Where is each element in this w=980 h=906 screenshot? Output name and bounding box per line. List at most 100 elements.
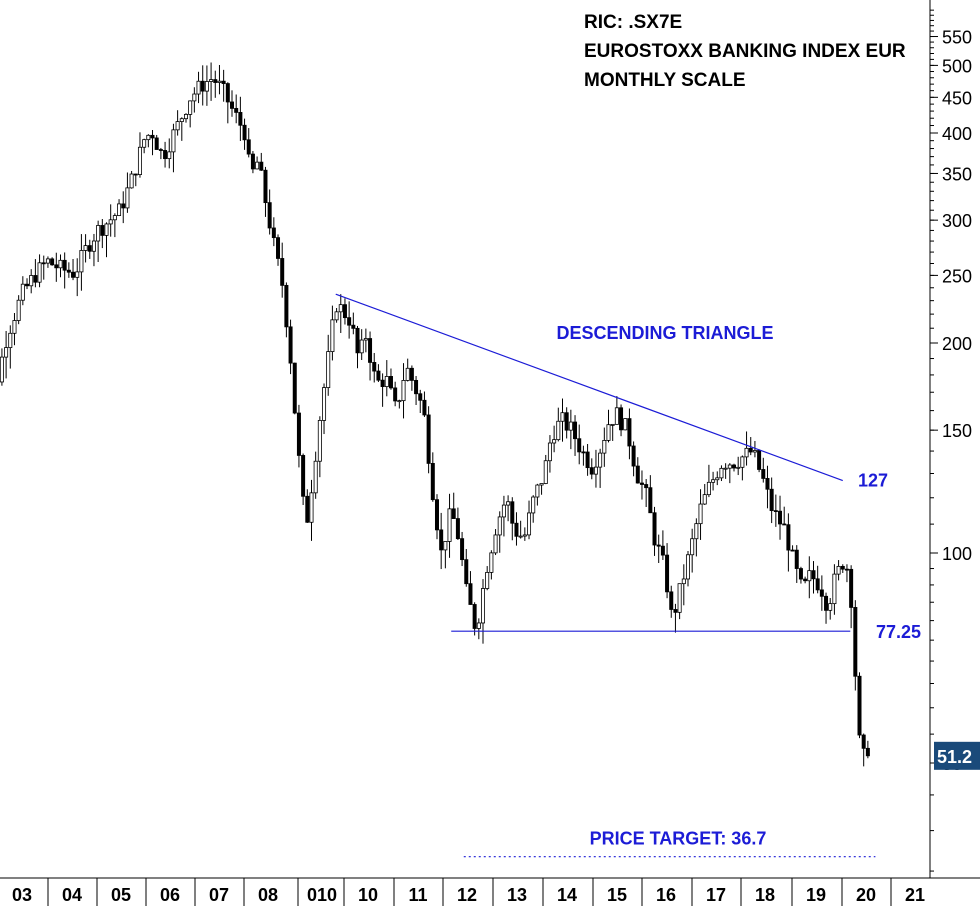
candle-down xyxy=(263,169,268,204)
candle-up xyxy=(401,380,406,402)
candle-up xyxy=(556,420,561,441)
candle-down xyxy=(669,591,674,610)
candle-down xyxy=(271,227,276,239)
candle-up xyxy=(593,466,598,475)
y-tick-label: 550 xyxy=(942,28,972,48)
candle-up xyxy=(96,225,101,242)
x-tick-label: 03 xyxy=(12,885,32,905)
candle-up xyxy=(204,81,209,92)
candle-up xyxy=(167,151,172,160)
candle-down xyxy=(100,225,105,236)
candle-down xyxy=(652,512,657,546)
title-line-3: MONTHLY SCALE xyxy=(584,70,746,91)
candle-up xyxy=(20,283,25,301)
candle-down xyxy=(631,445,636,467)
candle-up xyxy=(137,146,142,175)
candle-down xyxy=(656,544,661,547)
candle-up xyxy=(125,187,130,209)
candle-up xyxy=(539,483,544,486)
candle-down xyxy=(418,393,423,401)
candle-down xyxy=(246,139,251,155)
candle-up xyxy=(146,134,151,141)
candle-down xyxy=(769,488,774,512)
candle-up xyxy=(560,412,565,422)
candle-down xyxy=(644,484,649,489)
candle-down xyxy=(464,559,469,585)
candle-down xyxy=(790,549,795,552)
candle-down xyxy=(468,583,473,605)
candle-up xyxy=(384,376,389,388)
candle-down xyxy=(840,565,845,570)
candle-up xyxy=(447,508,452,542)
x-tick-label: 21 xyxy=(905,885,925,905)
x-tick-label: 12 xyxy=(457,885,477,905)
candle-down xyxy=(589,467,594,475)
candle-up xyxy=(614,407,619,425)
candle-down xyxy=(798,568,803,580)
candle-up xyxy=(744,447,749,458)
candle-down xyxy=(426,414,431,464)
candle-down xyxy=(757,450,762,470)
candle-down xyxy=(284,284,289,328)
candle-up xyxy=(83,245,88,251)
candle-down xyxy=(635,465,640,484)
candle-down xyxy=(455,518,460,540)
candle-up xyxy=(719,467,724,479)
candle-down xyxy=(368,338,373,363)
candle-down xyxy=(234,107,239,113)
candle-up xyxy=(79,250,84,273)
candle-up xyxy=(485,571,490,589)
candle-down xyxy=(765,478,770,490)
candle-up xyxy=(45,258,50,264)
candle-down xyxy=(50,258,55,266)
candle-down xyxy=(786,524,791,551)
candle-down xyxy=(372,362,377,372)
candle-up xyxy=(727,464,732,469)
candle-up xyxy=(543,460,548,484)
candle-up xyxy=(610,423,615,426)
candle-down xyxy=(422,399,427,416)
x-tick-label: 13 xyxy=(507,885,527,905)
x-tick-label: 06 xyxy=(160,885,180,905)
x-tick-label: 04 xyxy=(62,885,82,905)
support-label: 77.25 xyxy=(876,622,921,642)
candle-up xyxy=(16,299,21,321)
triangle-label: DESCENDING TRIANGLE xyxy=(556,323,773,343)
candle-up xyxy=(702,494,707,505)
candle-up xyxy=(104,223,109,236)
candle-up xyxy=(91,240,96,252)
candle-down xyxy=(200,80,205,92)
candle-up xyxy=(196,80,201,95)
candle-down xyxy=(71,271,76,278)
candle-down xyxy=(639,482,644,485)
candle-down xyxy=(460,538,465,561)
candle-down xyxy=(673,609,678,613)
candle-down xyxy=(62,259,67,271)
y-tick-label: 450 xyxy=(942,88,972,108)
candle-down xyxy=(619,407,624,431)
resistance-label: 127 xyxy=(858,471,888,491)
candle-up xyxy=(711,479,716,483)
x-tick-label: 07 xyxy=(209,885,229,905)
candle-down xyxy=(33,275,38,283)
candle-up xyxy=(476,622,481,629)
candle-down xyxy=(627,418,632,447)
candle-down xyxy=(388,376,393,389)
candle-up xyxy=(501,504,506,518)
candle-up xyxy=(489,552,494,573)
candle-down xyxy=(41,262,46,265)
candle-down xyxy=(510,501,515,524)
candle-down xyxy=(66,269,71,273)
candle-up xyxy=(359,339,364,354)
candle-down xyxy=(121,203,126,209)
candle-down xyxy=(150,134,155,139)
candle-down xyxy=(409,367,414,381)
candle-up xyxy=(690,538,695,556)
x-tick-label: 18 xyxy=(755,885,775,905)
candle-up xyxy=(547,442,552,462)
candle-down xyxy=(803,578,808,582)
candle-up xyxy=(568,421,573,431)
candle-up xyxy=(255,161,260,170)
candle-up xyxy=(313,460,318,494)
